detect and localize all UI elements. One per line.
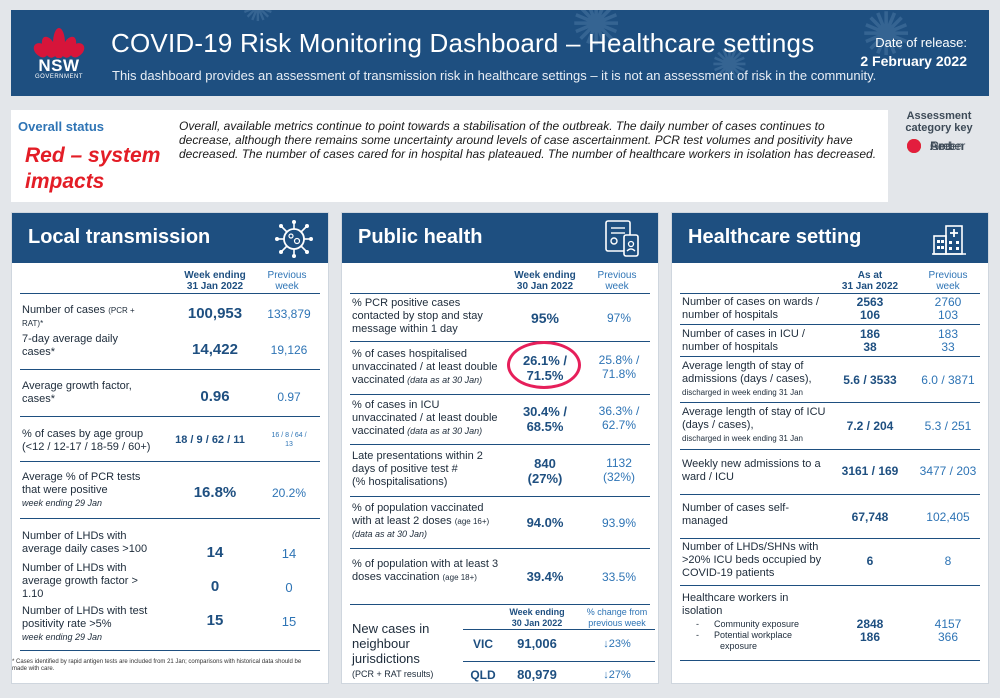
hospital-icon xyxy=(932,225,966,255)
panel-header: Local transmission xyxy=(12,213,328,263)
column-header-current: Week ending 31 Jan 2022 xyxy=(184,270,246,292)
panel-title: Public health xyxy=(358,226,483,248)
column-header-previous: Previous week xyxy=(597,270,637,292)
assessment-key: Assessment category key Green Amber Red xyxy=(889,108,989,202)
page-title: COVID-19 Risk Monitoring Dashboard – Hea… xyxy=(111,28,815,58)
column-header-current: Week ending 30 Jan 2022 xyxy=(514,270,576,292)
panel-header: Public health xyxy=(342,213,658,263)
page-subtitle: This dashboard provides an assessment of… xyxy=(112,68,877,83)
column-header-current: As at 31 Jan 2022 xyxy=(841,270,899,292)
local-transmission-panel: Local transmission Week ending 31 Jan 202… xyxy=(11,212,329,684)
waratah-icon xyxy=(31,24,87,60)
footnote: * Cases identified by rapid antigen test… xyxy=(12,659,302,672)
overall-status-value: Red – system impacts xyxy=(25,144,161,193)
overall-status-summary: Overall, available metrics continue to p… xyxy=(179,119,877,161)
highlight-circle xyxy=(507,341,581,389)
panel-title: Local transmission xyxy=(28,226,211,248)
contact-tracing-icon xyxy=(605,220,639,257)
virus-decoration-icon: ✺ xyxy=(861,10,912,68)
panel-header: Healthcare setting xyxy=(672,213,988,263)
virus-decoration-icon: ✺ xyxy=(711,41,748,90)
release-date: Date of release: 2 February 2022 xyxy=(860,35,967,69)
dashboard-header: ✺ ✺ ✺ ✺ NSW GOVERNMENT COVID-19 Risk Mon… xyxy=(11,10,989,96)
overall-status-box: Overall status Red – system impacts Over… xyxy=(11,110,888,202)
virus-decoration-icon: ✺ xyxy=(571,10,622,58)
virus-decoration-icon: ✺ xyxy=(241,10,275,31)
public-health-panel: Public health Week ending 30 Jan 2022 Pre… xyxy=(341,212,659,684)
overall-status-label: Overall status xyxy=(18,119,104,134)
healthcare-setting-panel: Healthcare setting As at 31 Jan 2022 Prev… xyxy=(671,212,989,684)
column-header-previous: Previous week xyxy=(928,270,968,292)
nsw-logo: NSW GOVERNMENT xyxy=(29,24,89,84)
panel-title: Healthcare setting xyxy=(688,226,862,248)
red-dot-icon xyxy=(907,139,921,153)
virus-icon xyxy=(275,220,313,258)
assessment-key-title: Assessment category key xyxy=(905,110,973,134)
key-item-red: Red xyxy=(907,139,1000,153)
column-header-previous: Previous week xyxy=(267,270,307,292)
